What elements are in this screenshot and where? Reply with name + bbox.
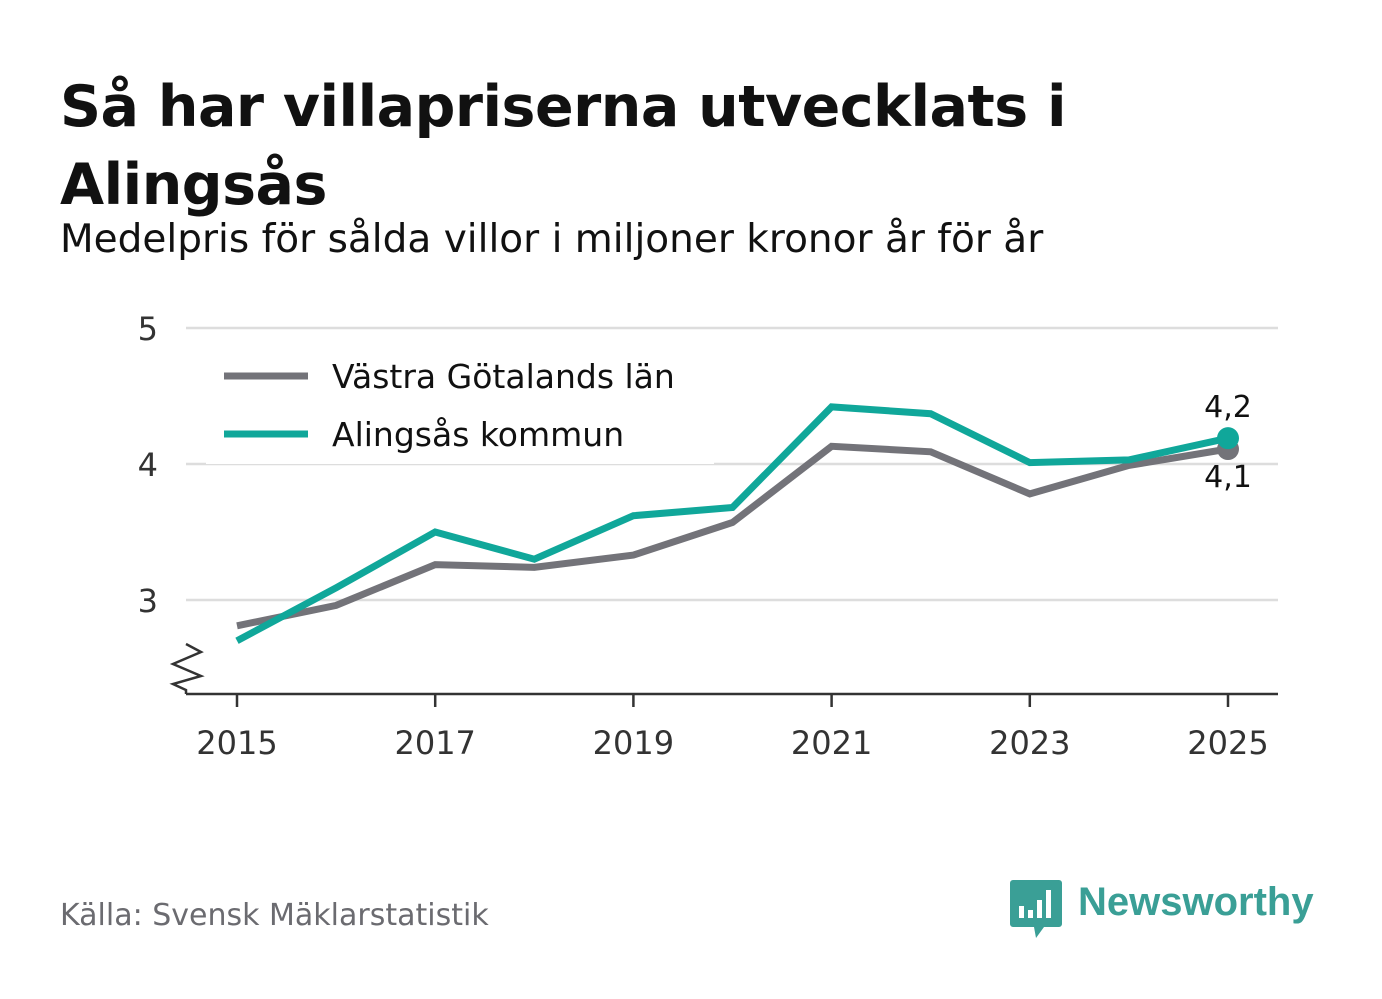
chart-title: Så har villapriserna utvecklats i Alings… [60, 74, 1067, 218]
x-axis [169, 642, 1278, 696]
x-tick-label: 2017 [394, 724, 475, 762]
end-label-municipality: 4,2 [1204, 390, 1252, 425]
x-tick-label: 2023 [989, 724, 1070, 762]
legend-label-region: Västra Götalands län [332, 357, 675, 396]
series-line-vastra-gotalands-lan [236, 442, 1229, 630]
legend-background [206, 340, 714, 464]
y-tick-label: 4 [138, 446, 158, 484]
legend: Västra Götalands län Alingsås kommun [206, 340, 714, 464]
y-axis-ticks: 3 4 5 [138, 310, 158, 620]
end-labels: 4,1 4,2 [1204, 390, 1252, 495]
y-tick-label: 3 [138, 582, 158, 620]
brand-logo: Newsworthy [1010, 878, 1330, 940]
series-line-alingsas-kommun [235, 403, 1229, 644]
series-lines [235, 403, 1239, 644]
chart-subtitle: Medelpris för sålda villor i miljoner kr… [60, 217, 1044, 262]
y-tick-label: 5 [138, 310, 158, 348]
axis-break-icon [169, 642, 205, 694]
x-tick-label: 2025 [1187, 724, 1268, 762]
end-label-region: 4,1 [1204, 460, 1252, 495]
legend-label-municipality: Alingsås kommun [332, 415, 624, 454]
newsworthy-logo-icon [1010, 880, 1062, 938]
source-note: Källa: Svensk Mäklarstatistik [60, 898, 489, 933]
brand-name: Newsworthy [1078, 880, 1314, 924]
end-point-marker [1217, 427, 1239, 450]
x-tick-label: 2015 [196, 724, 277, 762]
x-axis-ticks: 2015 2017 2019 2021 2023 2025 [196, 694, 1269, 762]
x-tick-label: 2019 [593, 724, 674, 762]
x-tick-label: 2021 [791, 724, 872, 762]
